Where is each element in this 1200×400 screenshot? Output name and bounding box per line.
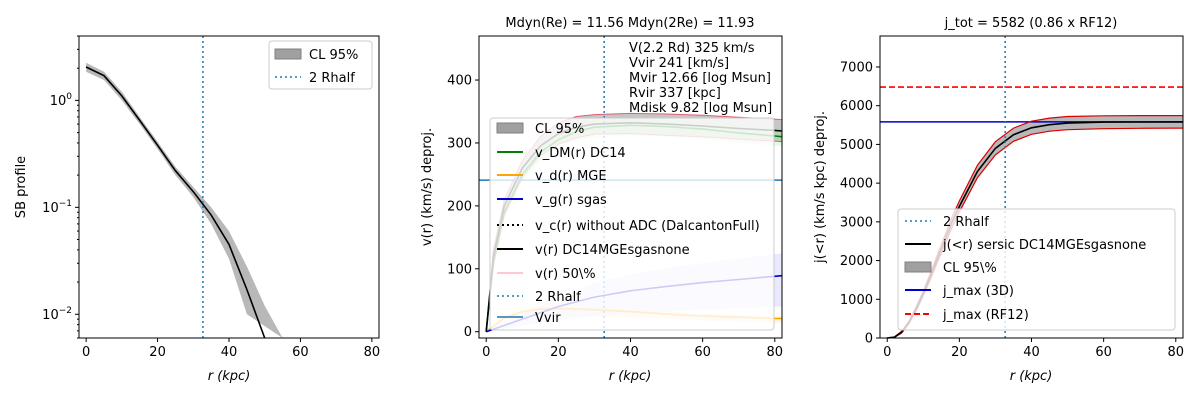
y-ticks: 100 10−1 10−2 <box>42 35 79 339</box>
cl-band <box>86 62 283 338</box>
legend-item-jmax3d: j_max (3D) <box>942 284 1014 299</box>
info-line-mvir: Mvir 12.66 [log Msun] <box>629 71 771 86</box>
info-block: V(2.2 Rd) 325 km/s Vvir 241 [km/s] Mvir … <box>629 41 772 116</box>
y-tick-label: 10−2 <box>42 306 72 323</box>
legend-item-cl: CL 95% <box>535 122 584 137</box>
x-tick-label: 20 <box>550 345 567 360</box>
x-tick-label: 60 <box>1095 345 1112 360</box>
x-ticks: 0 20 40 60 80 <box>82 338 380 360</box>
legend-item-vg: v_g(r) sgas <box>535 193 607 208</box>
sb-median-line <box>85 66 266 339</box>
legend: CL 95% v_DM(r) DC14 v_d(r) MGE v_g(r) sg… <box>489 117 775 331</box>
x-axis-label: r (kpc) <box>208 369 251 384</box>
legend-item-cl: CL 95\% <box>943 261 997 276</box>
y-tick-label: 5000 <box>840 138 873 153</box>
x-ticks: 0 20 40 60 80 <box>883 338 1184 360</box>
x-axis-label: r (kpc) <box>609 369 652 384</box>
y-tick-label: 10−1 <box>42 199 72 216</box>
legend-item-vvir: Vvir <box>535 311 561 326</box>
legend-item-rhalf: 2 Rhalf <box>535 290 581 305</box>
chart-title: j_tot = 5582 (0.86 x RF12) <box>944 16 1118 31</box>
chart-title: Mdyn(Re) = 11.56 Mdyn(2Re) = 11.93 <box>505 16 754 31</box>
info-line-vvir: Vvir 241 [km/s] <box>629 56 729 71</box>
y-tick-label: 100 <box>50 92 73 109</box>
x-tick-label: 80 <box>1168 345 1185 360</box>
x-tick-label: 0 <box>883 345 891 360</box>
y-tick-label: 7000 <box>840 60 873 75</box>
y-tick-label: 100 <box>447 262 472 277</box>
x-tick-label: 60 <box>292 345 309 360</box>
legend-swatch-cl <box>496 122 524 134</box>
x-tick-label: 0 <box>82 345 90 360</box>
legend-item-vd: v_d(r) MGE <box>535 169 607 184</box>
x-tick-label: 80 <box>767 345 784 360</box>
x-tick-label: 20 <box>149 345 166 360</box>
legend-swatch-cl <box>904 261 932 273</box>
legend-box <box>897 208 1176 331</box>
y-tick-label: 400 <box>447 74 472 89</box>
y-ticks: 0 1000 2000 3000 4000 5000 6000 7000 <box>840 60 880 347</box>
y-tick-label: 1000 <box>840 293 873 308</box>
y-ticks: 0 100 200 300 400 <box>447 74 479 340</box>
x-tick-label: 60 <box>694 345 711 360</box>
y-tick-label: 3000 <box>840 215 873 230</box>
legend-box <box>489 117 775 331</box>
panel-sb-profile: 0 20 40 60 80 100 10−1 10−2 r (kpc) SB profile… <box>14 35 380 384</box>
legend-item-v: v(r) DC14MGEsgasnone <box>535 243 690 258</box>
y-tick-label: 0 <box>865 332 873 347</box>
y-tick-label: 4000 <box>840 177 873 192</box>
legend-swatch-cl <box>274 48 302 60</box>
x-tick-label: 40 <box>622 345 639 360</box>
info-line-rvir: Rvir 337 [kpc] <box>629 86 721 101</box>
legend-item-rhalf: 2 Rhalf <box>309 71 355 86</box>
legend: CL 95% 2 Rhalf <box>268 40 373 90</box>
series-lines <box>85 66 266 339</box>
y-axis-label: SB profile <box>14 156 29 218</box>
y-axis-label: v(r) (km/s) deproj. <box>420 128 435 246</box>
x-tick-label: 0 <box>482 345 490 360</box>
info-line-v22rd: V(2.2 Rd) 325 km/s <box>629 41 755 56</box>
legend-item-cl: CL 95% <box>309 48 358 63</box>
legend-item-vdm: v_DM(r) DC14 <box>535 146 626 161</box>
legend: 2 Rhalf j(<r) sersic DC14MGEsgasnone CL … <box>897 208 1176 331</box>
x-tick-label: 20 <box>951 345 968 360</box>
y-tick-label: 300 <box>447 136 472 151</box>
y-tick-label: 6000 <box>840 99 873 114</box>
x-tick-label: 80 <box>364 345 381 360</box>
legend-item-j: j(<r) sersic DC14MGEsgasnone <box>942 238 1146 253</box>
info-line-mdisk: Mdisk 9.82 [log Msun] <box>629 101 772 116</box>
x-axis-label: r (kpc) <box>1010 369 1053 384</box>
panel-velocity: 0 20 40 60 80 0 100 200 300 400 Mdyn(Re) = 11.56… <box>420 16 783 384</box>
legend-item-rhalf: 2 Rhalf <box>943 215 989 230</box>
y-axis-label: j(<r) (km/s kpc) deproj. <box>813 111 828 264</box>
y-tick-label: 0 <box>464 325 472 340</box>
panel-angular-momentum: 0 20 40 60 80 01000200030004000500060007000 … <box>813 16 1184 384</box>
x-ticks: 0 20 40 60 80 <box>482 338 783 360</box>
y-tick-label: 2000 <box>840 254 873 269</box>
x-tick-label: 40 <box>221 345 238 360</box>
confidence-band <box>86 62 283 338</box>
x-tick-label: 40 <box>1023 345 1040 360</box>
legend-item-vc: v_c(r) without ADC (DalcantonFull) <box>535 219 760 234</box>
legend-item-jmaxrf12: j_max (RF12) <box>942 308 1029 323</box>
y-tick-label: 200 <box>447 199 472 214</box>
legend-item-v50: v(r) 50\% <box>535 267 596 282</box>
